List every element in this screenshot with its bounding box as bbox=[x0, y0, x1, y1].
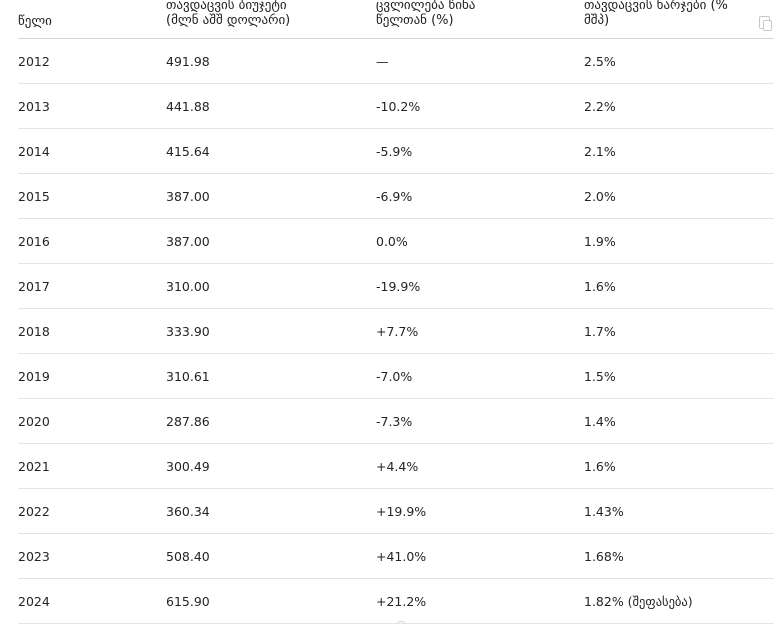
cell-budget: 441.88 bbox=[166, 99, 210, 114]
cell-change: 0.0% bbox=[376, 234, 408, 249]
cell-year: 2014 bbox=[18, 144, 50, 159]
cell-year: 2018 bbox=[18, 324, 50, 339]
header-change: ცვლილება წინა წელთან (%) bbox=[376, 0, 476, 28]
cell-budget: 415.64 bbox=[166, 144, 210, 159]
cell-budget: 300.49 bbox=[166, 459, 210, 474]
defense-budget-table: წელი თავდაცვის ბიუჯეტი (მლნ აშშ დოლარი) … bbox=[18, 0, 774, 624]
cell-change: -6.9% bbox=[376, 189, 413, 204]
cell-year: 2012 bbox=[18, 54, 50, 69]
cell-year: 2023 bbox=[18, 549, 50, 564]
cell-year: 2017 bbox=[18, 279, 50, 294]
cell-year: 2013 bbox=[18, 99, 50, 114]
cell-gdp: 2.1% bbox=[584, 144, 616, 159]
cell-gdp: 2.2% bbox=[584, 99, 616, 114]
cell-change: +19.9% bbox=[376, 504, 427, 519]
cell-gdp: 1.4% bbox=[584, 414, 616, 429]
cell-budget: 360.34 bbox=[166, 504, 210, 519]
table-header: წელი თავდაცვის ბიუჯეტი (მლნ აშშ დოლარი) … bbox=[18, 0, 774, 39]
table-row: 2016 387.00 0.0% 1.9% bbox=[18, 219, 774, 264]
table-row: 2018 333.90 +7.7% 1.7% bbox=[18, 309, 774, 354]
table-row: 2017 310.00 -19.9% 1.6% bbox=[18, 264, 774, 309]
cell-change: +4.4% bbox=[376, 459, 419, 474]
header-gdp: თავდაცვის ხარჯები (% მშპ) bbox=[584, 0, 728, 28]
cell-gdp: 1.9% bbox=[584, 234, 616, 249]
cell-change: -19.9% bbox=[376, 279, 421, 294]
cell-gdp: 2.0% bbox=[584, 189, 616, 204]
cell-gdp: 1.43% bbox=[584, 504, 624, 519]
header-year: წელი bbox=[18, 14, 52, 29]
cell-gdp: 1.6% bbox=[584, 459, 616, 474]
table-row: 2020 287.86 -7.3% 1.4% bbox=[18, 399, 774, 444]
cell-gdp: 1.68% bbox=[584, 549, 624, 564]
cell-gdp: 2.5% bbox=[584, 54, 616, 69]
table-row: 2021 300.49 +4.4% 1.6% bbox=[18, 444, 774, 489]
cell-budget: 387.00 bbox=[166, 189, 210, 204]
cell-change: — bbox=[376, 54, 389, 69]
cell-year: 2021 bbox=[18, 459, 50, 474]
table-row: 2014 415.64 -5.9% 2.1% bbox=[18, 129, 774, 174]
cell-budget: 310.00 bbox=[166, 279, 210, 294]
table-row: 2024 615.90 +21.2% 1.82% (შეფასება) bbox=[18, 579, 774, 624]
cell-budget: 387.00 bbox=[166, 234, 210, 249]
table-row: 2019 310.61 -7.0% 1.5% bbox=[18, 354, 774, 399]
cell-year: 2016 bbox=[18, 234, 50, 249]
cell-year: 2022 bbox=[18, 504, 50, 519]
cell-change: -10.2% bbox=[376, 99, 421, 114]
cell-budget: 333.90 bbox=[166, 324, 210, 339]
table-row: 2023 508.40 +41.0% 1.68% bbox=[18, 534, 774, 579]
table-row: 2022 360.34 +19.9% 1.43% bbox=[18, 489, 774, 534]
cell-change: -7.3% bbox=[376, 414, 413, 429]
cell-gdp: 1.82% (შეფასება) bbox=[584, 594, 693, 609]
table-body: 2012 491.98 — 2.5% 2013 441.88 -10.2% 2.2% 2014 4… bbox=[18, 39, 774, 624]
cell-year: 2024 bbox=[18, 594, 50, 609]
cell-year: 2015 bbox=[18, 189, 50, 204]
cell-budget: 491.98 bbox=[166, 54, 210, 69]
copy-icon[interactable] bbox=[759, 16, 772, 31]
cell-year: 2020 bbox=[18, 414, 50, 429]
cell-gdp: 1.7% bbox=[584, 324, 616, 339]
table-row: 2012 491.98 — 2.5% bbox=[18, 39, 774, 84]
cell-change: -7.0% bbox=[376, 369, 413, 384]
cell-change: +21.2% bbox=[376, 594, 427, 609]
cell-change: -5.9% bbox=[376, 144, 413, 159]
cell-budget: 310.61 bbox=[166, 369, 210, 384]
cell-gdp: 1.5% bbox=[584, 369, 616, 384]
cell-year: 2019 bbox=[18, 369, 50, 384]
header-budget: თავდაცვის ბიუჯეტი (მლნ აშშ დოლარი) bbox=[166, 0, 291, 28]
cell-budget: 287.86 bbox=[166, 414, 210, 429]
cell-budget: 508.40 bbox=[166, 549, 210, 564]
scroll-indicator bbox=[396, 621, 406, 626]
table-row: 2013 441.88 -10.2% 2.2% bbox=[18, 84, 774, 129]
cell-change: +7.7% bbox=[376, 324, 419, 339]
cell-budget: 615.90 bbox=[166, 594, 210, 609]
cell-gdp: 1.6% bbox=[584, 279, 616, 294]
table-row: 2015 387.00 -6.9% 2.0% bbox=[18, 174, 774, 219]
cell-change: +41.0% bbox=[376, 549, 427, 564]
